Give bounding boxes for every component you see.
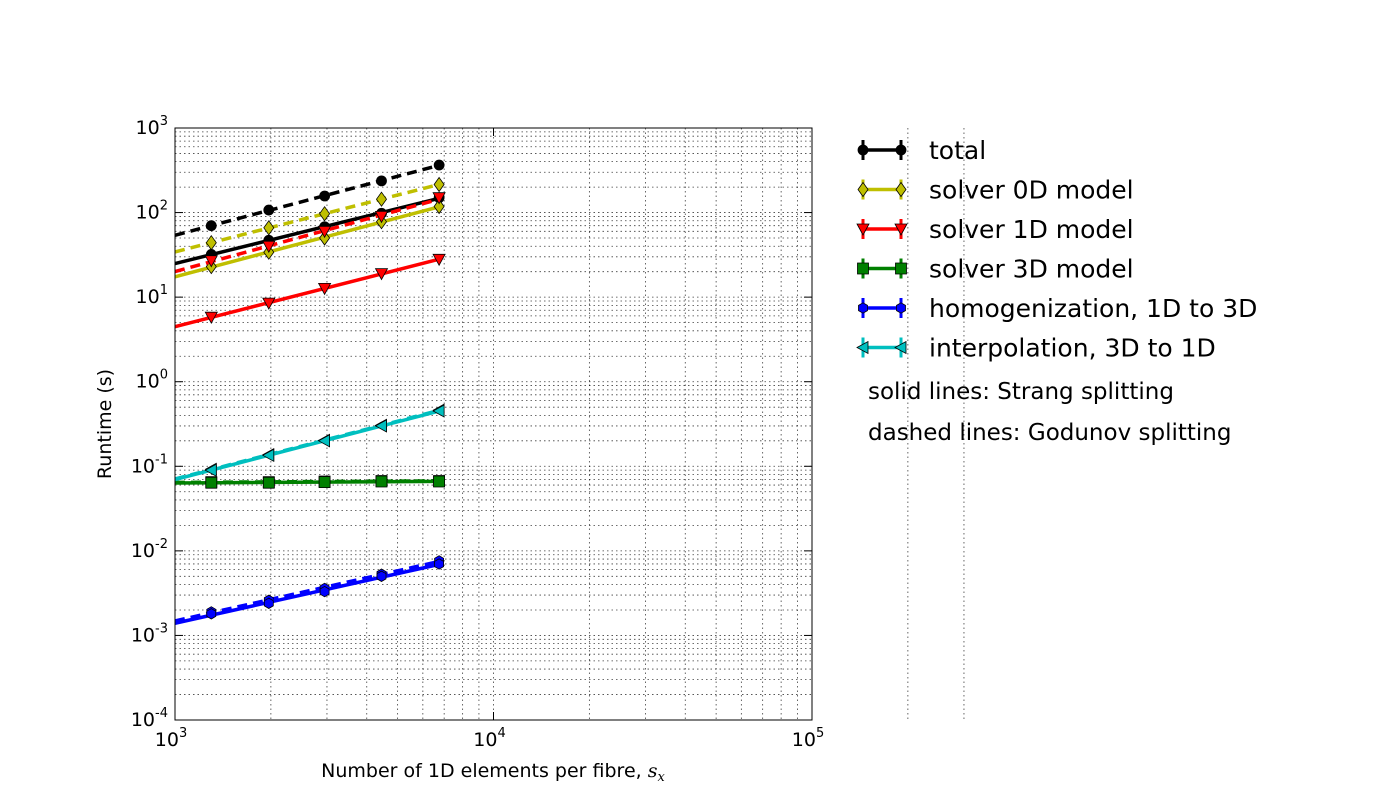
y-tick-label: 100 bbox=[136, 368, 168, 393]
strang-data-point bbox=[434, 558, 445, 570]
godunov-fit-line bbox=[174, 197, 440, 274]
strang-data-point bbox=[432, 404, 445, 418]
strang-fit-line bbox=[174, 196, 440, 266]
x-tick-label: 103 bbox=[155, 726, 187, 751]
godunov-data-point bbox=[317, 225, 332, 239]
strang-fit-line bbox=[174, 562, 440, 625]
strang-data-point bbox=[374, 268, 389, 281]
strang-data-point bbox=[204, 311, 218, 325]
godunov-fit-line bbox=[174, 559, 440, 623]
legend-entry: solver 1D model bbox=[856, 215, 1134, 244]
series-1 bbox=[174, 176, 445, 279]
y-tick-label: 103 bbox=[136, 114, 168, 139]
legend-marker bbox=[896, 302, 906, 314]
legend-entry: solver 3D model bbox=[857, 255, 1134, 284]
x-tick-label: 105 bbox=[792, 726, 824, 751]
legend-entry: homogenization, 1D to 3D bbox=[858, 294, 1257, 323]
series-4 bbox=[174, 555, 445, 625]
data-series bbox=[174, 159, 446, 625]
strang-data-point bbox=[432, 253, 446, 267]
strang-data-point bbox=[204, 463, 217, 477]
series-5 bbox=[174, 403, 445, 482]
godunov-data-point bbox=[319, 190, 331, 202]
strang-data-point bbox=[317, 282, 332, 296]
legend-marker bbox=[895, 144, 907, 156]
strang-data-point bbox=[375, 475, 388, 488]
legend-entry: solver 0D model bbox=[857, 176, 1134, 205]
legend-marker bbox=[895, 181, 907, 198]
y-tick-label: 10-1 bbox=[131, 452, 168, 477]
strang-data-point bbox=[433, 475, 446, 488]
strang-fit-line bbox=[174, 257, 440, 329]
godunov-data-point bbox=[262, 240, 276, 254]
series-0 bbox=[174, 159, 445, 266]
godunov-data-point bbox=[204, 255, 218, 268]
x-axis-title: Number of 1D elements per fibre, sx bbox=[321, 760, 665, 785]
strang-data-point bbox=[319, 585, 330, 598]
godunov-fit-line bbox=[174, 163, 440, 237]
y-tick-label: 101 bbox=[136, 283, 168, 308]
y-tick-label: 10-2 bbox=[131, 537, 168, 562]
godunov-data-point bbox=[376, 191, 387, 207]
y-tick-label: 102 bbox=[136, 199, 168, 224]
strang-data-point bbox=[263, 597, 274, 609]
legend-marker bbox=[856, 340, 869, 355]
godunov-fit-line bbox=[174, 182, 440, 254]
legend-entry: interpolation, 3D to 1D bbox=[856, 334, 1216, 363]
series-3 bbox=[174, 475, 446, 489]
strang-data-point bbox=[317, 434, 331, 448]
legend-label: homogenization, 1D to 3D bbox=[929, 294, 1257, 323]
legend-label: solver 0D model bbox=[929, 176, 1134, 205]
legend: total solver 0D model solver 1D model solve… bbox=[856, 136, 1257, 363]
legend-label: total bbox=[929, 136, 986, 165]
legend-entry: total bbox=[857, 136, 986, 165]
godunov-data-point bbox=[432, 192, 446, 205]
godunov-data-point bbox=[263, 220, 275, 236]
strang-fit-line bbox=[174, 479, 440, 485]
legend-marker bbox=[857, 181, 869, 198]
strang-data-point bbox=[374, 419, 387, 433]
godunov-data-point bbox=[433, 176, 445, 193]
godunov-data-point bbox=[319, 206, 331, 222]
y-tick-label: 10-3 bbox=[131, 621, 168, 646]
grid bbox=[174, 127, 965, 721]
x-tick-label: 104 bbox=[473, 726, 505, 751]
legend-marker bbox=[895, 262, 907, 275]
godunov-data-point bbox=[376, 175, 387, 187]
legend-marker bbox=[894, 340, 907, 355]
legend-label: solver 1D model bbox=[929, 215, 1134, 244]
legend-marker bbox=[894, 223, 908, 236]
godunov-data-point bbox=[205, 235, 217, 251]
y-axis-title: Runtime (s) bbox=[94, 369, 116, 479]
series-2 bbox=[174, 192, 446, 329]
godunov-data-point bbox=[263, 204, 275, 216]
strang-data-point bbox=[206, 608, 217, 620]
axis-ticks: 103 104 105 103 102 101 100 10-1 10-2 10-3 10-4 bbox=[131, 114, 824, 751]
strang-data-point bbox=[433, 198, 445, 215]
godunov-data-point bbox=[374, 210, 389, 224]
legend-marker bbox=[857, 262, 869, 275]
note-strang: solid lines: Strang splitting bbox=[868, 379, 1174, 405]
strang-data-point bbox=[261, 448, 275, 462]
strang-data-point bbox=[205, 476, 218, 489]
strang-data-point bbox=[262, 476, 275, 489]
legend-label: interpolation, 3D to 1D bbox=[929, 334, 1216, 363]
godunov-data-point bbox=[205, 220, 217, 232]
strang-fit-line bbox=[174, 409, 440, 482]
strang-fit-line bbox=[174, 205, 440, 279]
strang-data-point bbox=[376, 570, 387, 582]
note-godunov: dashed lines: Godunov splitting bbox=[868, 420, 1231, 446]
godunov-data-point bbox=[433, 159, 445, 171]
strang-data-point bbox=[318, 476, 331, 489]
legend-marker bbox=[856, 223, 870, 236]
strang-data-point bbox=[262, 297, 276, 310]
legend-marker bbox=[857, 144, 869, 156]
y-tick-label: 10-4 bbox=[131, 706, 168, 731]
legend-marker bbox=[858, 302, 868, 314]
legend-label: solver 3D model bbox=[929, 255, 1134, 284]
